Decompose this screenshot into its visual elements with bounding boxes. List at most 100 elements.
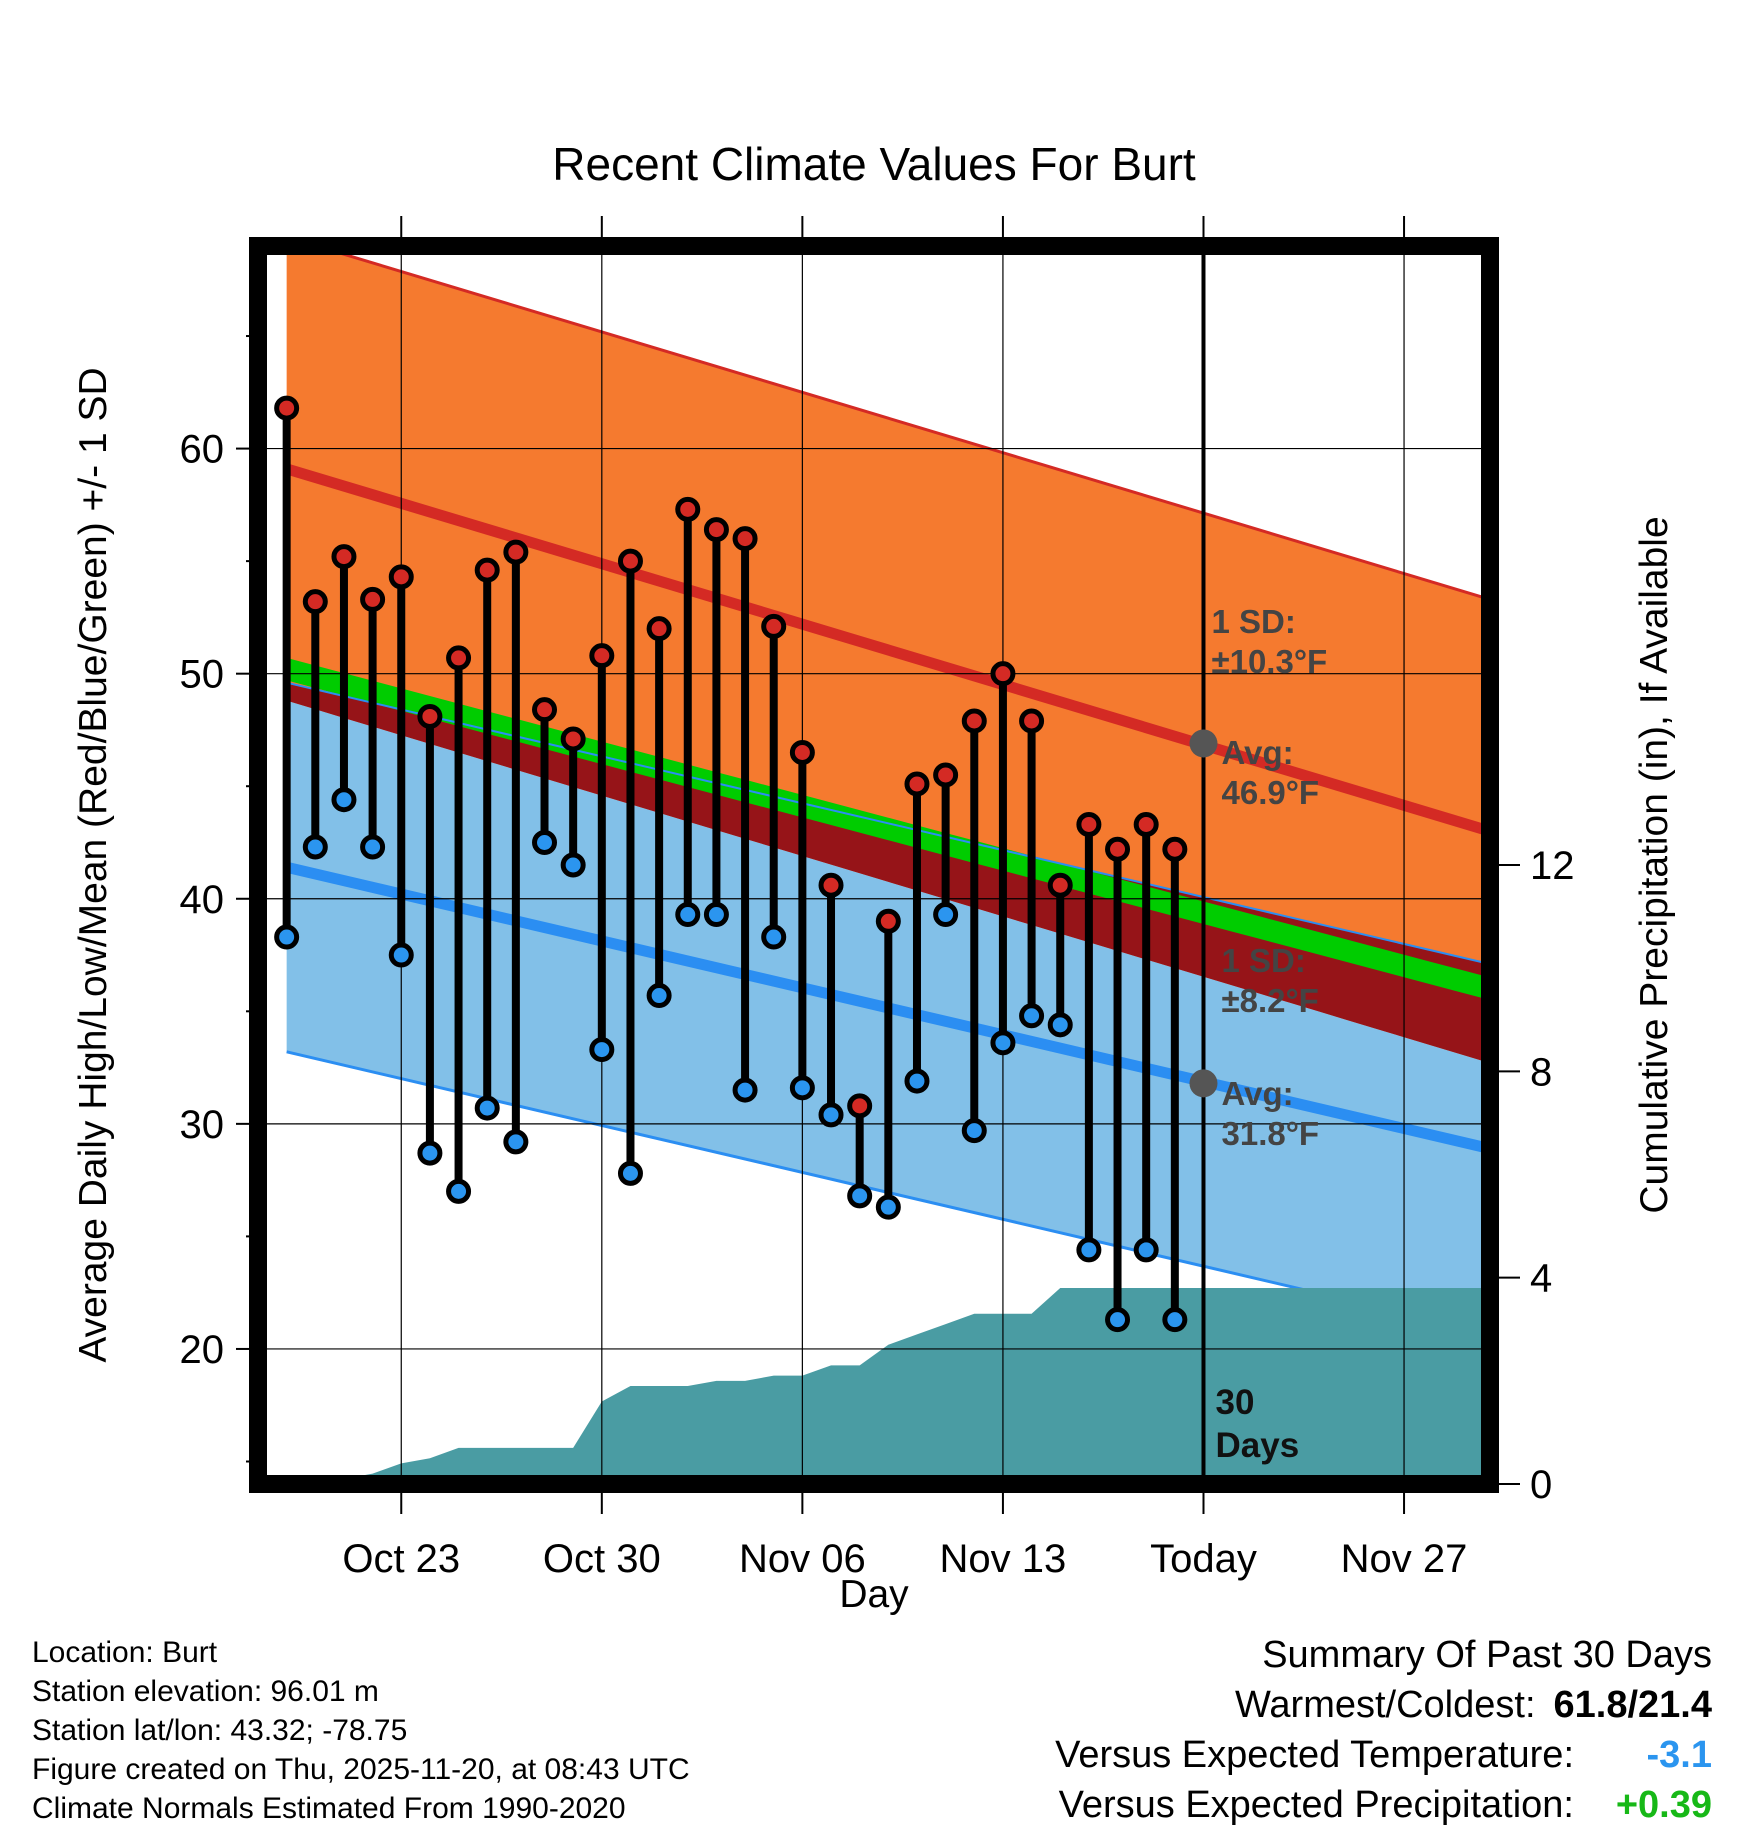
y2-tick-label: 8 (1530, 1050, 1552, 1094)
temp-label: Versus Expected Temperature: (1055, 1734, 1574, 1776)
observed-high-point (589, 643, 615, 669)
observed-low-point (1019, 1003, 1045, 1029)
plot-layers (258, 246, 1490, 1484)
observed-low-point (331, 787, 357, 813)
observed-high-point (703, 517, 729, 543)
y-tick-label: 40 (180, 878, 225, 922)
observed-high-point (560, 726, 586, 752)
observed-low-point (503, 1129, 529, 1155)
observed-high-point (761, 613, 787, 639)
observed-low-point (560, 852, 586, 878)
observed-high-point (1105, 836, 1131, 862)
y-tick-label: 30 (180, 1103, 225, 1147)
y-axis-label: Average Daily High/Low/Mean (Red/Blue/Gr… (72, 367, 115, 1362)
y2-tick-label: 4 (1530, 1257, 1552, 1301)
high-avg-annotation-1: Avg: (1221, 734, 1293, 771)
observed-high-point (990, 661, 1016, 687)
observed-low-point (1076, 1237, 1102, 1263)
observed-low-point (302, 834, 328, 860)
plot-frame (249, 237, 1499, 1493)
observed-low-point (990, 1030, 1016, 1056)
observed-low-point (274, 924, 300, 950)
x-tick-label: Nov 06 (739, 1537, 866, 1581)
observed-low-point (904, 1068, 930, 1094)
warm-cold-value: 61.8/21.4 (1553, 1684, 1712, 1726)
high-avg-line (285, 463, 1490, 837)
info-location: Location: Burt (32, 1636, 218, 1669)
observed-low-point (789, 1075, 815, 1101)
observed-low-point (589, 1037, 615, 1063)
x-tick-label: Nov 13 (940, 1537, 1067, 1581)
summary-panel: Summary Of Past 30 Days Warmest/Coldest:… (1055, 1630, 1712, 1830)
observed-high-point (417, 703, 443, 729)
observed-low-point (1162, 1307, 1188, 1333)
summary-temp: Versus Expected Temperature: -3.1 (1055, 1730, 1712, 1780)
x-tick-label: Oct 30 (543, 1537, 661, 1581)
observed-low-point (646, 983, 672, 1009)
high-sd-annotation-1: 1 SD: (1211, 603, 1295, 640)
precip-area (286, 1287, 1490, 1484)
climate-chart: Recent Climate Values For Burt 1 SD:±10.… (72, 138, 1676, 1616)
observed-low-point (360, 834, 386, 860)
low-avg-annotation-2: 31.8°F (1221, 1115, 1319, 1152)
observed-high-point (875, 908, 901, 934)
observed-high-point (360, 586, 386, 612)
y2-tick-label: 0 (1530, 1463, 1552, 1507)
observed-low-point (1133, 1237, 1159, 1263)
low-avg-annotation-1: Avg: (1221, 1075, 1293, 1112)
y2-axis-label: Cumulative Precipitation (in), If Availa… (1633, 516, 1676, 1213)
high-sd-annotation-2: ±10.3°F (1211, 643, 1327, 680)
observed-low-point (446, 1178, 472, 1204)
observed-high-point (532, 697, 558, 723)
observed-high-point (1076, 811, 1102, 837)
observed-low-point (818, 1102, 844, 1128)
observed-low-point (1105, 1307, 1131, 1333)
observed-high-point (904, 771, 930, 797)
observed-high-point (503, 539, 529, 565)
temp-value: -3.1 (1646, 1734, 1712, 1776)
y-tick-label: 50 (180, 653, 225, 697)
observed-low-point (961, 1118, 987, 1144)
observed-low-point (703, 902, 729, 928)
x-tick-label: Today (1150, 1537, 1257, 1581)
observed-low-point (388, 942, 414, 968)
high-avg-today-marker (1189, 729, 1218, 758)
info-latlon: Station lat/lon: 43.32; -78.75 (32, 1714, 408, 1747)
sd-overlap-band (286, 682, 1490, 1064)
info-normals: Climate Normals Estimated From 1990-2020 (32, 1792, 626, 1825)
observed-high-point (274, 395, 300, 421)
low-sd-annotation-2: ±8.2°F (1221, 982, 1318, 1019)
low-sd-annotation-1: 1 SD: (1221, 942, 1305, 979)
y2-tick-label: 12 (1530, 844, 1575, 888)
observed-high-point (789, 739, 815, 765)
observed-high-point (1162, 836, 1188, 862)
observed-high-point (1133, 811, 1159, 837)
mean-band (286, 657, 1490, 1001)
observed-low-point (532, 829, 558, 855)
low-avg-today-marker (1189, 1069, 1218, 1098)
summary-warm-cold: Warmest/Coldest: 61.8/21.4 (1055, 1680, 1712, 1730)
info-created: Figure created on Thu, 2025-11-20, at 08… (32, 1753, 690, 1786)
observed-low-point (474, 1095, 500, 1121)
today-span-label-2: Days (1215, 1426, 1299, 1465)
chart-title: Recent Climate Values For Burt (552, 138, 1196, 190)
observed-high-point (675, 496, 701, 522)
observed-high-point (446, 645, 472, 671)
observed-high-point (818, 872, 844, 898)
observed-low-point (761, 924, 787, 950)
today-span-label-1: 30 (1215, 1383, 1254, 1422)
observed-high-point (847, 1093, 873, 1119)
y-tick-label: 60 (180, 428, 225, 472)
observed-low-point (847, 1183, 873, 1209)
observed-low-point (875, 1194, 901, 1220)
observed-high-point (474, 557, 500, 583)
observed-high-point (331, 544, 357, 570)
observed-high-point (933, 762, 959, 788)
observed-high-point (1047, 872, 1073, 898)
observed-high-point (302, 589, 328, 615)
observed-high-point (646, 616, 672, 642)
precip-label: Versus Expected Precipitation: (1058, 1784, 1574, 1826)
observed-high-point (1019, 708, 1045, 734)
station-info: Location: Burt Station elevation: 96.01 … (32, 1633, 690, 1828)
